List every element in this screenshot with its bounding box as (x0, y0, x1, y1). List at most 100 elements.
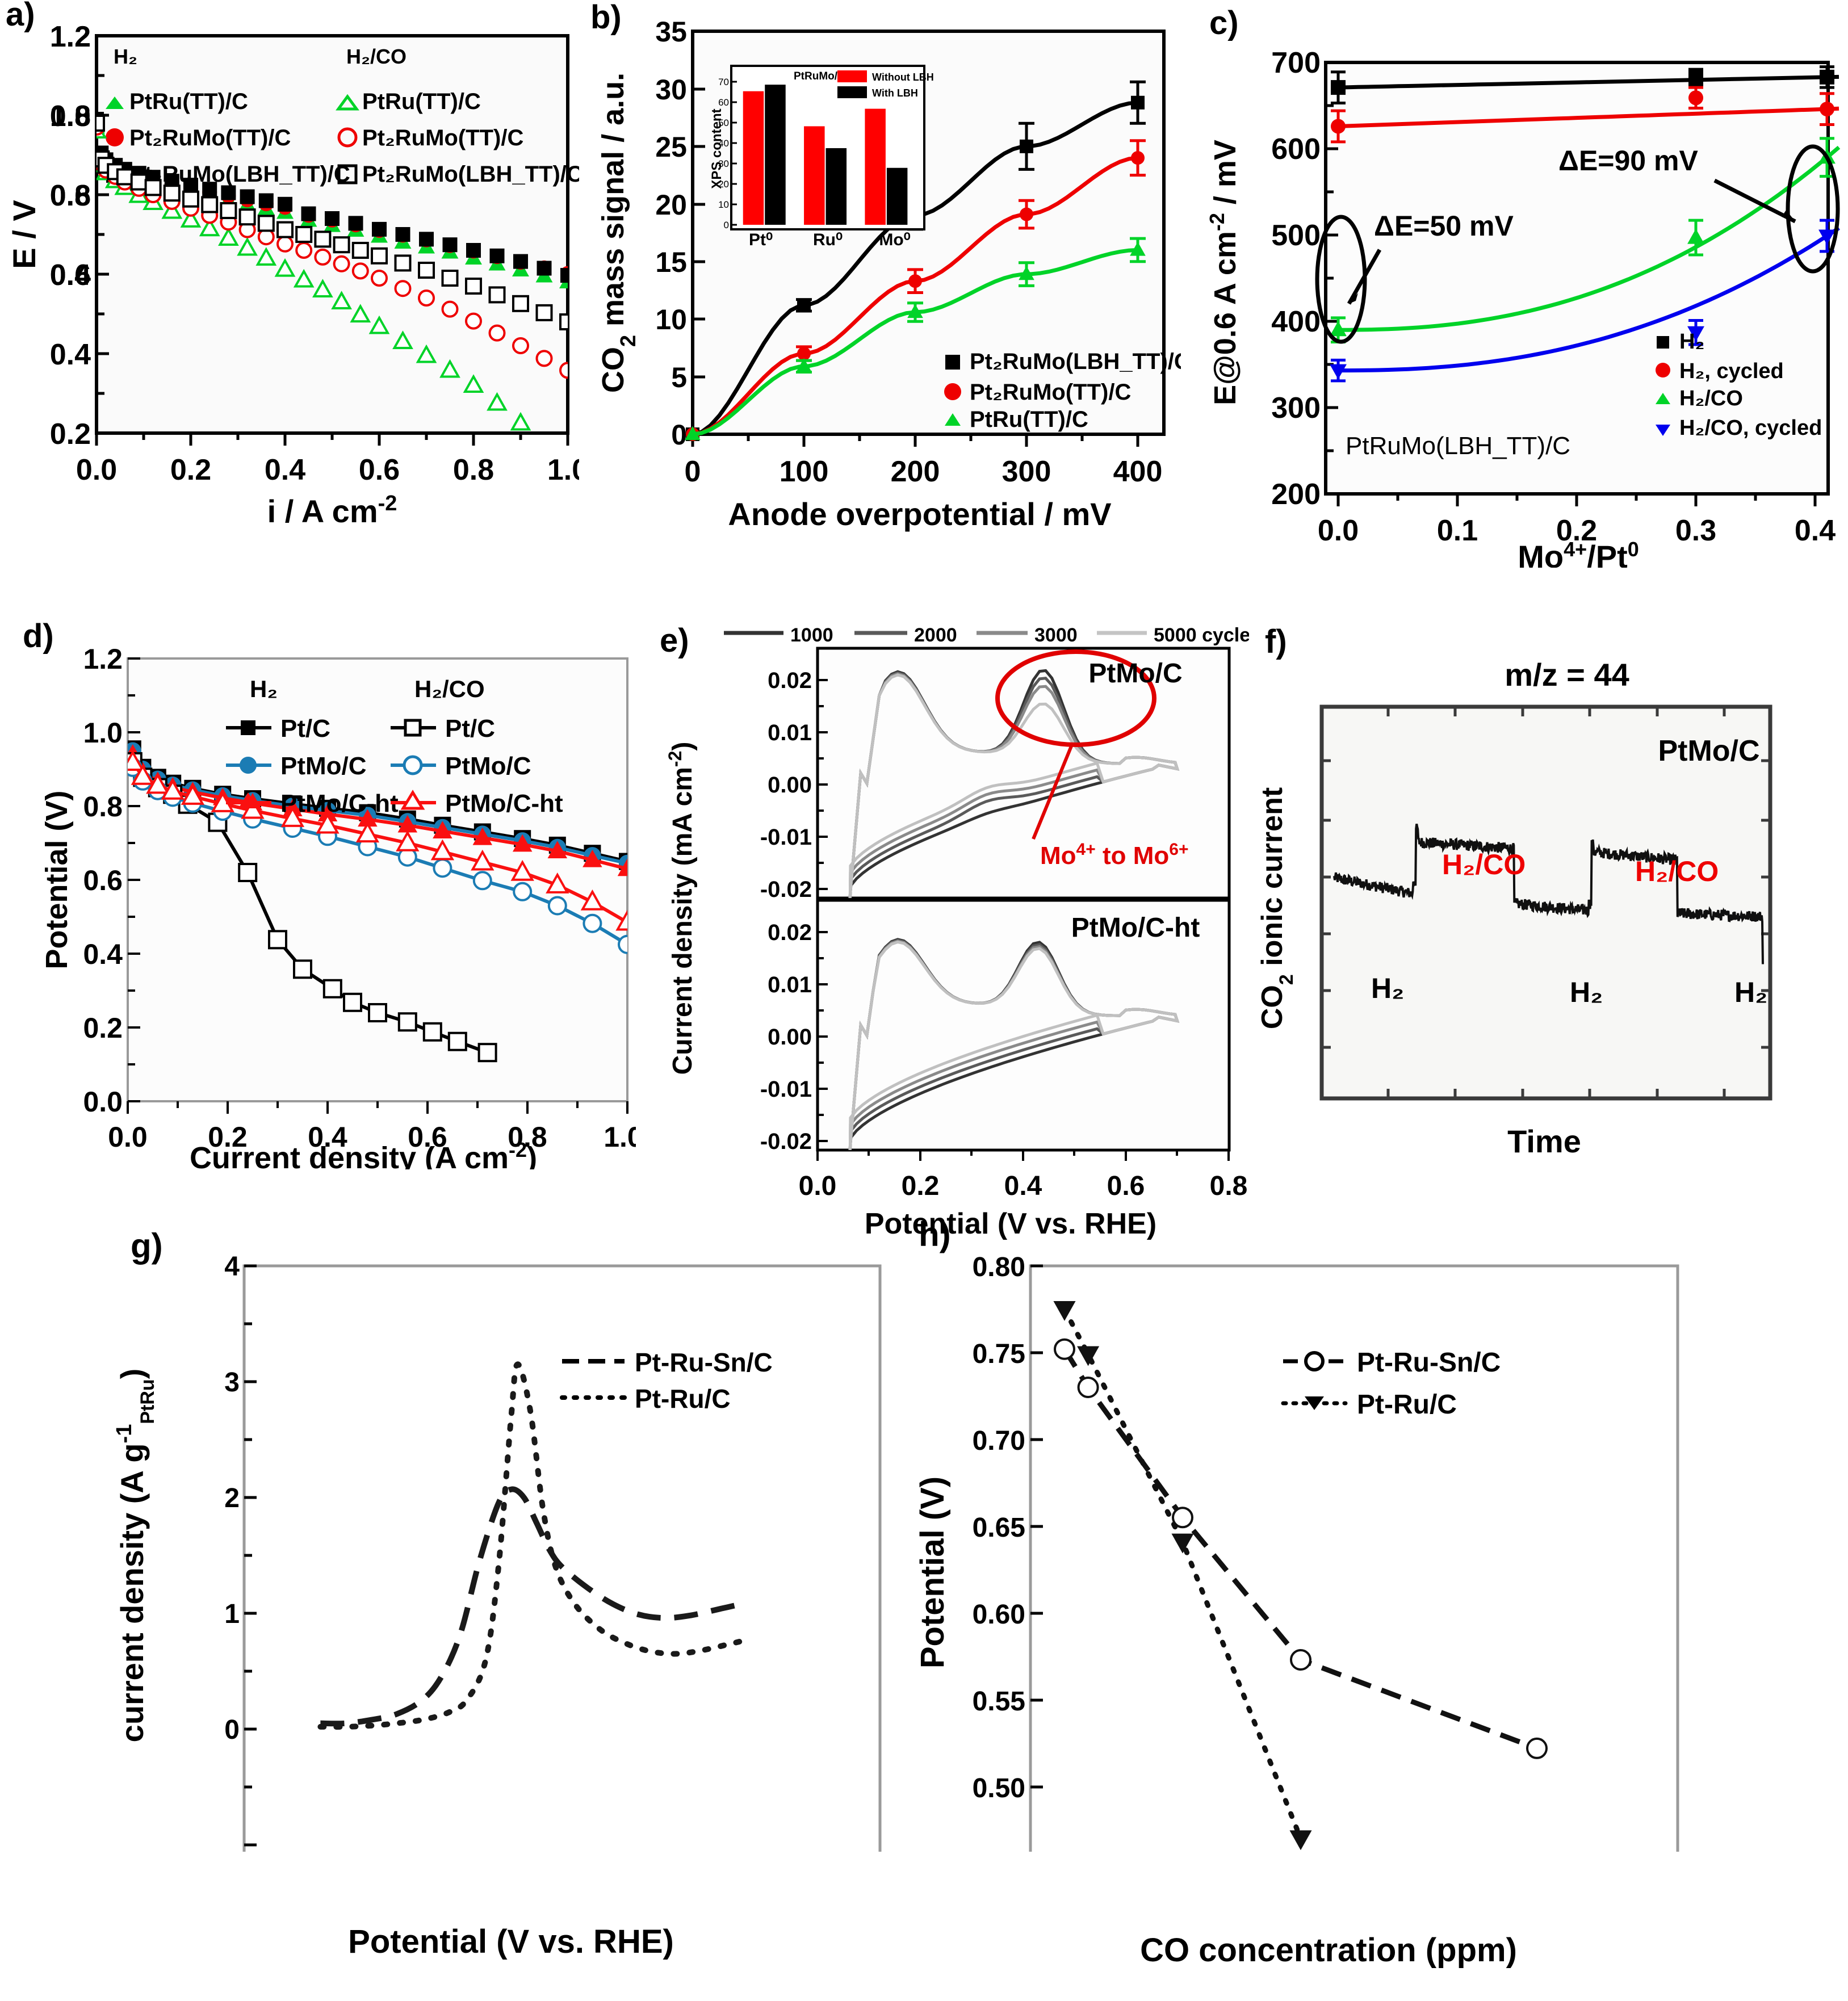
panel-f: f) m/z = 44 PtMo/C H₂ H₂/CO H₂/CO H₂ H₂ … (1249, 590, 1848, 1169)
panel-b-legend: Pt₂RuMo(LBH_TT)/C Pt₂RuMo(TT)/C PtRu(TT)… (944, 349, 1181, 432)
data-point-filled-square (1820, 69, 1834, 85)
data-point-open-triangle (471, 849, 495, 871)
panel-d: d) 0.0 0.2 0.4 0.6 0.8 1.0 1.2 (0, 590, 636, 1169)
inset-bar (865, 108, 886, 225)
panel-f-chart: f) m/z = 44 PtMo/C H₂ H₂/CO H₂/CO H₂ H₂ … (1256, 623, 1772, 1159)
data-point-open-triangle (146, 773, 170, 794)
data-point-filled-triangle (433, 821, 452, 838)
panel-a-ylabel: E / V (6, 200, 42, 269)
panel-g-y-ticks (244, 1264, 257, 1847)
data-point-open-square (238, 208, 256, 226)
inset-bar (804, 126, 825, 225)
panel-h-legend-item-0: Pt-Ru-Sn/C (1357, 1348, 1501, 1378)
ms-trace (1333, 824, 1764, 964)
panel-d-label: d) (23, 618, 54, 655)
legend-filled-down-triangle-icon (1305, 1396, 1324, 1410)
panel-h: h) 0.80 0.75 0.70 0.65 0.60 0.55 0.50 0.… (908, 1181, 1848, 1969)
panel-b-legend-item-2: PtRu(TT)/C (970, 407, 1088, 432)
panel-e-legend-item-1: 2000 (914, 624, 957, 646)
panel-b-x-ticklabels: 0 100 200 300 400 (685, 455, 1163, 488)
panel-h-y-ticklabels: 0.80 0.75 0.70 0.65 0.60 0.55 0.50 0.45 (973, 1252, 1025, 1803)
data-point-open-triangle (331, 291, 352, 310)
panel-a-legend-item-1: Pt₂RuMo(TT)/C (129, 125, 291, 150)
panel-f-label: f) (1265, 623, 1287, 660)
panel-h-legend: Pt-Ru-Sn/C Pt-Ru/C (1281, 1348, 1501, 1420)
data-point-open-circle (559, 362, 568, 379)
panel-d-legend-header-h2: H₂ (250, 676, 278, 702)
svg-text:Mo⁰: Mo⁰ (879, 230, 910, 249)
svg-text:-0.02: -0.02 (760, 877, 812, 902)
svg-text:0.8: 0.8 (50, 100, 91, 133)
panel-c-legend-item-1: H₂, cycled (1679, 359, 1784, 383)
svg-text:30: 30 (718, 158, 729, 169)
data-point-open-circle (1172, 1507, 1193, 1529)
series-line-dotted (1062, 1306, 1304, 1841)
panel-g-legend: Pt-Ru-Sn/C Pt-Ru/C (560, 1348, 773, 1413)
panel-h-legend-item-1: Pt-Ru/C (1357, 1390, 1457, 1420)
legend-filled-square-icon (241, 720, 255, 735)
data-point-filled-circle (797, 347, 811, 360)
data-point-open-triangle (487, 392, 508, 411)
data-point-filled-square (221, 185, 236, 200)
data-point-filled-square (797, 298, 811, 312)
series-line-dashed (320, 1486, 747, 1727)
panel-e-xaxis: 0.0 0.2 0.4 0.6 0.8 Potential (V vs. RHE… (799, 1171, 1248, 1240)
panel-d-legend-item-3: Pt/C (445, 715, 495, 742)
legend-filled-triangle-icon (1656, 393, 1670, 404)
annotation-text-mo: Mo4+ to Mo6+ (1040, 840, 1188, 870)
svg-text:5: 5 (671, 362, 687, 393)
svg-text:1.2: 1.2 (50, 20, 91, 53)
svg-text:600: 600 (1271, 133, 1321, 166)
svg-text:-0.02: -0.02 (760, 1129, 812, 1154)
annotation-arrowhead-90mv (1782, 210, 1795, 221)
data-point-open-circle (488, 324, 506, 342)
data-point-open-square (422, 1022, 442, 1042)
svg-text:0.02: 0.02 (768, 668, 812, 693)
annotation-arrowhead-50mv (1349, 293, 1358, 304)
panel-c-x-ticklabels: 0.0 0.1 0.2 0.3 0.4 (1318, 514, 1836, 547)
svg-text:0.4: 0.4 (83, 938, 123, 970)
legend-open-triangle-icon (336, 94, 359, 111)
data-point-open-square (477, 1043, 497, 1063)
svg-text:10: 10 (655, 304, 687, 335)
svg-text:25: 25 (655, 131, 687, 163)
svg-text:0.4: 0.4 (308, 1121, 347, 1153)
panel-g-ylabel-holder: current density (A g-1PtRu) (112, 1369, 158, 1743)
inset-y-ticklabels: 0 10 20 30 40 50 60 70 (718, 77, 729, 230)
svg-text:20: 20 (718, 179, 729, 190)
svg-text:0.2: 0.2 (1556, 514, 1597, 547)
data-point-open-circle (418, 290, 435, 307)
data-point-filled-triangle (907, 304, 923, 318)
svg-text:0.65: 0.65 (973, 1513, 1025, 1543)
data-point-filled-square (489, 248, 505, 263)
panel-a-plot-frame (95, 34, 569, 435)
panel-a-legend-header-h2: H₂ (114, 45, 137, 68)
svg-text:0: 0 (685, 455, 701, 488)
svg-text:0.50: 0.50 (973, 1773, 1025, 1803)
panel-a-xlabel: i / A cm-2 (267, 492, 397, 529)
data-point-open-square (268, 930, 287, 950)
data-point-open-square (343, 992, 362, 1012)
panel-a-legend: H₂ H₂/CO PtRu(TT)/C Pt₂RuMo(TT)/C Pt₂RuM… (106, 45, 579, 187)
panel-f-trace-label-2: H₂/CO (1635, 855, 1719, 887)
data-point-open-square (488, 286, 506, 304)
data-point-filled-square (1688, 70, 1703, 86)
data-point-open-circle (276, 235, 294, 253)
data-point-open-triangle (161, 200, 183, 219)
data-point-filled-triangle (583, 849, 602, 867)
data-point-filled-square (442, 237, 458, 253)
data-point-open-circle (1526, 1737, 1548, 1759)
svg-text:40: 40 (718, 138, 729, 149)
svg-text:0.6: 0.6 (50, 179, 91, 212)
inset-title: PtRuMo/C (794, 70, 845, 82)
legend-filled-triangle-icon (945, 413, 961, 426)
panel-b-inset: 0 10 20 30 40 50 60 70 XPS content PtRuM… (709, 65, 934, 249)
panel-b-legend-item-1: Pt₂RuMo(TT)/C (970, 380, 1131, 405)
panel-d-legend-header-h2co: H₂/CO (414, 676, 485, 702)
data-point-open-triangle (463, 374, 484, 393)
data-point-open-triangle (316, 812, 340, 834)
panel-f-trace-label-4: H₂ (1734, 976, 1767, 1008)
data-point-open-triangle (615, 909, 627, 931)
svg-text:1.0: 1.0 (547, 454, 579, 486)
panel-c-legend-item-0: H₂ (1679, 330, 1704, 354)
